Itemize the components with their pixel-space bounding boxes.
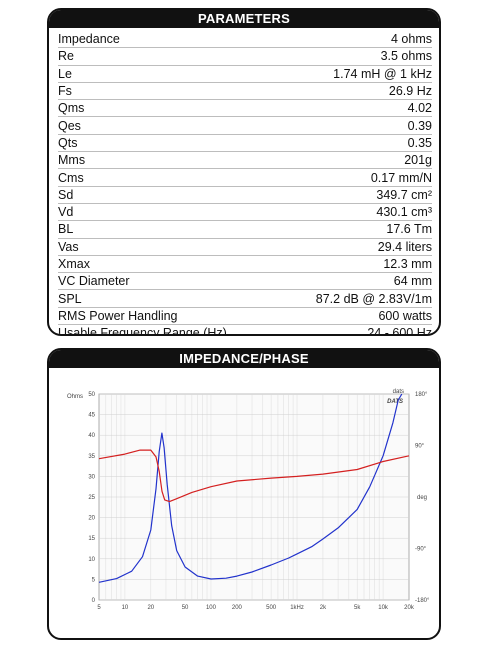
parameter-label: Qms xyxy=(58,101,85,116)
x-tick-label: 10k xyxy=(378,605,389,611)
x-tick-label: 5k xyxy=(354,605,361,611)
x-tick-label: 1kHz xyxy=(290,605,304,611)
parameter-row: Qts 0.35 xyxy=(58,135,432,153)
parameter-row: Xmax 12.3 mm xyxy=(58,256,432,274)
parameter-row: BL 17.6 Tm xyxy=(58,221,432,239)
y-tick-label-left: 50 xyxy=(88,392,95,398)
parameter-label: Vd xyxy=(58,205,74,220)
parameter-label: VC Diameter xyxy=(58,274,130,289)
parameter-label: BL xyxy=(58,222,74,237)
impedance-phase-panel: IMPEDANCE/PHASE 5 10 20 50 100 200 500 1kHz 2k 5k… xyxy=(47,348,441,640)
parameter-value: 64 mm xyxy=(393,274,432,289)
parameter-row: Re 3.5 ohms xyxy=(58,48,432,66)
parameter-value: 4.02 xyxy=(407,101,432,116)
y-tick-label-right: -90° xyxy=(415,547,427,553)
parameter-row: Vd 430.1 cm³ xyxy=(58,204,432,222)
y-tick-label-left: 20 xyxy=(88,516,95,522)
x-tick-label: 100 xyxy=(206,605,217,611)
parameter-label: Cms xyxy=(58,170,84,185)
parameter-label: Fs xyxy=(58,84,72,99)
right-axis-label: deg xyxy=(417,495,427,501)
parameter-label: Usable Frequency Range (Hz) xyxy=(58,326,227,336)
parameter-row: Qes 0.39 xyxy=(58,117,432,135)
parameter-value: 430.1 cm³ xyxy=(376,205,432,220)
y-tick-label-left: 35 xyxy=(88,454,95,460)
parameter-label: Xmax xyxy=(58,257,90,271)
parameter-value: 0.17 mm/N xyxy=(370,170,432,185)
parameter-value: 4 ohms xyxy=(391,32,432,47)
parameter-label: Qts xyxy=(58,135,78,150)
x-tick-label: 2k xyxy=(320,605,327,611)
x-tick-label: 50 xyxy=(182,605,189,611)
parameter-row: SPL 87.2 dB @ 2.83V/1m xyxy=(58,290,432,308)
y-tick-label-left: 5 xyxy=(92,577,96,583)
parameters-panel: PARAMETERS Impedance 4 ohms Re 3.5 ohms Le 1.… xyxy=(47,8,441,336)
parameter-row: Le 1.74 mH @ 1 kHz xyxy=(58,66,432,83)
parameter-value: 24 - 600 Hz xyxy=(367,326,432,336)
parameter-row: Qms 4.02 xyxy=(58,100,432,118)
parameter-label: Re xyxy=(58,49,74,64)
y-tick-label-left: 30 xyxy=(88,474,95,480)
parameter-label: Sd xyxy=(58,187,74,202)
parameter-value: 349.7 cm² xyxy=(376,187,432,202)
y-tick-label-right: 180° xyxy=(415,392,428,398)
parameters-title: PARAMETERS xyxy=(49,10,439,28)
x-tick-label: 5 xyxy=(97,605,101,611)
parameter-value: 600 watts xyxy=(378,308,432,323)
parameter-row: Sd 349.7 cm² xyxy=(58,187,432,204)
parameter-value: 0.39 xyxy=(407,118,432,133)
y-tick-label-left: 25 xyxy=(88,495,95,501)
parameter-label: Impedance xyxy=(58,32,120,47)
parameter-value: 12.3 mm xyxy=(383,257,432,271)
y-tick-label-left: 10 xyxy=(88,557,95,563)
parameter-label: Qes xyxy=(58,118,81,133)
impedance-phase-title: IMPEDANCE/PHASE xyxy=(49,350,439,368)
parameter-value: 87.2 dB @ 2.83V/1m xyxy=(315,291,432,306)
parameter-row: Fs 26.9 Hz xyxy=(58,83,432,101)
y-tick-label-left: 40 xyxy=(88,433,95,439)
y-tick-label-right: 90° xyxy=(415,444,425,450)
parameter-value: 29.4 liters xyxy=(377,239,432,254)
y-tick-label-left: 45 xyxy=(88,413,95,419)
parameter-label: SPL xyxy=(58,291,82,306)
impedance-phase-chart: 5 10 20 50 100 200 500 1kHz 2k 5k 10k 20k0510152025… xyxy=(67,389,430,611)
parameter-value: 3.5 ohms xyxy=(380,49,432,64)
y-tick-label-left: 15 xyxy=(88,536,95,542)
left-axis-label: Ohms xyxy=(67,394,83,400)
parameter-label: RMS Power Handling xyxy=(58,308,178,323)
x-tick-label: 20 xyxy=(147,605,154,611)
parameter-row: RMS Power Handling 600 watts xyxy=(58,308,432,326)
parameter-row: VC Diameter 64 mm xyxy=(58,273,432,291)
x-tick-label: 10 xyxy=(122,605,129,611)
parameter-row: Cms 0.17 mm/N xyxy=(58,169,432,187)
parameter-value: 1.74 mH @ 1 kHz xyxy=(333,66,432,81)
x-tick-label: 200 xyxy=(232,605,243,611)
brand-label: DATS xyxy=(387,399,403,405)
parameter-row: Mms 201g xyxy=(58,152,432,170)
y-tick-label-left: 0 xyxy=(92,598,96,604)
parameter-label: Le xyxy=(58,66,72,81)
parameter-label: Mms xyxy=(58,153,86,168)
parameter-label: Vas xyxy=(58,239,79,254)
phase-curve xyxy=(98,449,410,503)
parameter-value: 17.6 Tm xyxy=(386,222,432,237)
parameter-row: Impedance 4 ohms xyxy=(58,31,432,49)
parameter-row: Vas 29.4 liters xyxy=(58,239,432,256)
y-tick-label-right: -180° xyxy=(415,598,430,604)
parameters-table: Impedance 4 ohms Re 3.5 ohms Le 1.74 mH @ 1 k… xyxy=(58,31,432,336)
parameter-value: 201g xyxy=(404,153,432,168)
x-tick-label: 20k xyxy=(404,605,415,611)
x-tick-label: 500 xyxy=(266,605,277,611)
parameter-value: 0.35 xyxy=(407,135,432,150)
parameter-row: Usable Frequency Range (Hz) 24 - 600 Hz xyxy=(58,325,432,336)
parameter-value: 26.9 Hz xyxy=(388,84,432,99)
corner-label: dats xyxy=(393,389,404,395)
impedance-curve xyxy=(98,393,403,583)
